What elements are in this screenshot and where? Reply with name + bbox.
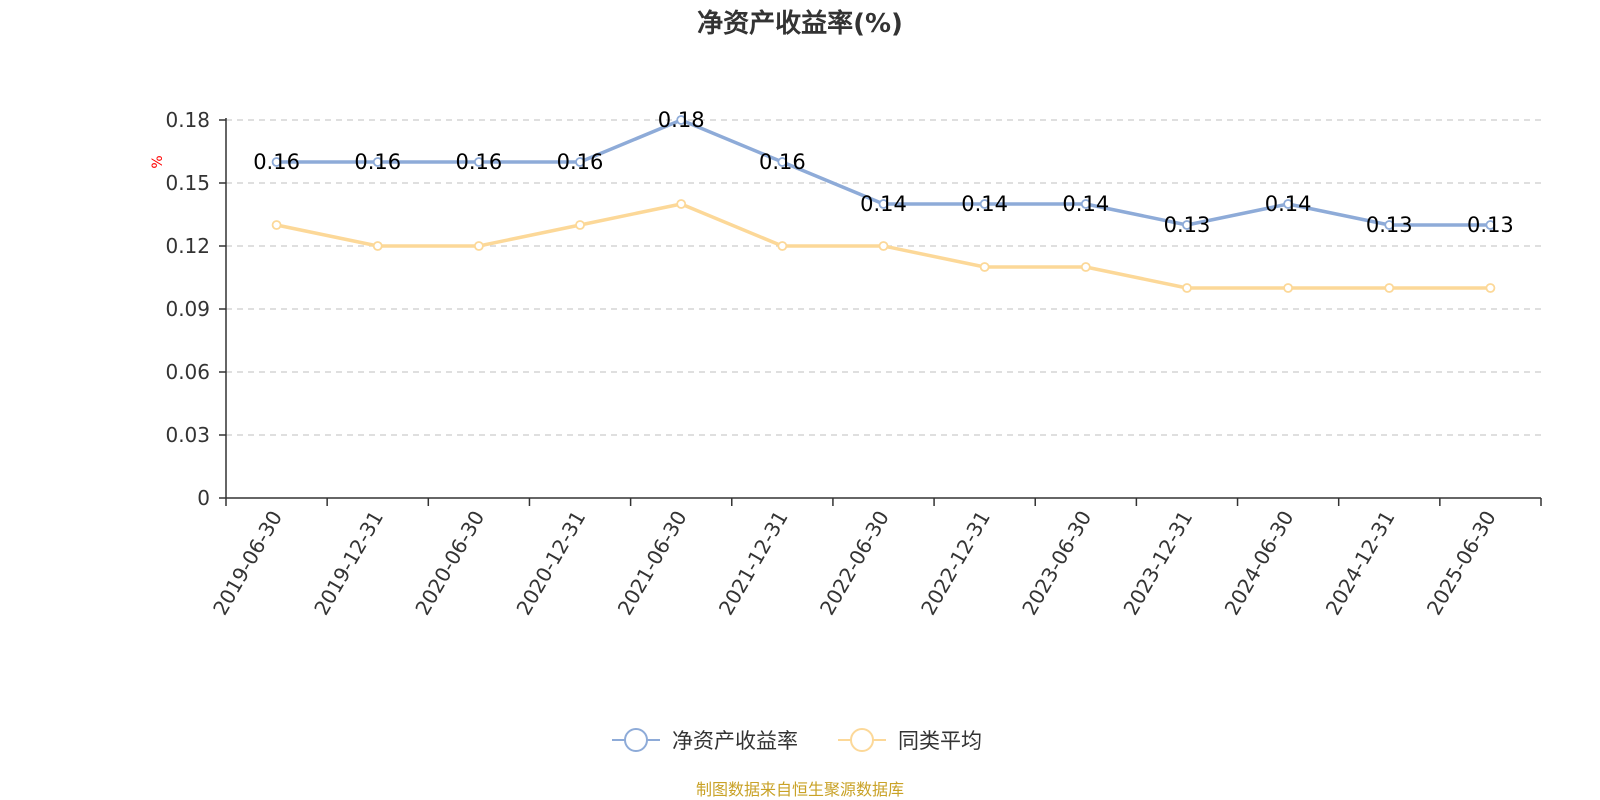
x-tick-label: 2024-06-30	[1220, 507, 1299, 620]
legend-item-peer-average[interactable]: 同类平均	[838, 728, 982, 753]
legend-label-peer-average: 同类平均	[898, 729, 982, 753]
data-point	[1384, 220, 1395, 230]
y-axis-unit-label: %	[150, 155, 166, 168]
data-point	[372, 241, 383, 251]
data-point	[1384, 283, 1395, 293]
x-tick-label: 2023-06-30	[1017, 507, 1096, 620]
source-note: 制图数据来自恒生聚源数据库	[696, 780, 904, 799]
legend-marker-roe	[624, 728, 648, 752]
data-point	[1182, 283, 1192, 293]
data-label: 0.18	[658, 108, 705, 132]
y-tick-label: 0.12	[165, 234, 210, 258]
data-point	[979, 262, 990, 272]
x-tick-label: 2022-12-31	[916, 506, 995, 619]
data-point	[777, 241, 788, 251]
data-label: 0.16	[456, 150, 503, 174]
data-point	[1485, 220, 1496, 230]
data-label: 0.14	[860, 192, 907, 216]
data-point	[473, 157, 484, 167]
data-labels: 0.16 0.16 0.16 0.16 0.18 0.16 0.14 0.14 0.14 0.13…	[253, 108, 1514, 237]
data-point	[271, 157, 282, 167]
data-point	[1283, 283, 1294, 293]
legend-marker-peer-average	[850, 728, 874, 752]
x-tick-label: 2020-12-31	[511, 507, 590, 620]
data-point	[878, 241, 889, 251]
data-point	[1080, 262, 1091, 272]
x-tick-label: 2021-06-30	[613, 507, 692, 620]
gridlines	[226, 119, 1541, 436]
data-point	[1485, 283, 1496, 293]
x-tick-label: 2020-06-30	[410, 507, 489, 620]
data-label: 0.16	[354, 150, 401, 174]
x-tick-label: 2019-12-31	[309, 507, 388, 620]
x-tick-label: 2024-12-31	[1321, 507, 1400, 620]
data-label: 0.14	[961, 192, 1008, 216]
data-point	[575, 157, 585, 167]
y-tick-label: 0.18	[165, 108, 210, 132]
data-point	[676, 115, 687, 125]
y-tick-label: 0	[197, 486, 210, 510]
data-point	[979, 199, 990, 209]
data-point	[1182, 220, 1192, 230]
data-label: 0.16	[253, 150, 300, 174]
legend: 净资产收益率 同类平均	[612, 728, 982, 753]
data-label: 0.16	[759, 150, 806, 174]
data-label: 0.14	[1062, 192, 1109, 216]
y-tick-label: 0.03	[165, 423, 210, 447]
data-label: 0.14	[1265, 192, 1312, 216]
series-peer-average	[271, 199, 1496, 293]
data-point	[777, 157, 788, 167]
legend-item-roe[interactable]: 净资产收益率	[612, 728, 798, 753]
data-point	[878, 199, 889, 209]
data-point	[1080, 199, 1091, 209]
x-tick-label: 2023-12-31	[1118, 507, 1197, 620]
y-tick-label: 0.09	[165, 297, 210, 321]
series-layer	[271, 115, 1496, 293]
x-tick-label: 2019-06-30	[208, 507, 287, 620]
x-axis: 2019-06-30 2019-12-31 2020-06-30 2020-12-31…	[208, 497, 1542, 620]
data-point	[1283, 199, 1294, 209]
y-axis: 0 0.03 0.06 0.09 0.12 0.15 0.18	[165, 108, 227, 510]
x-tick-label: 2021-12-31	[714, 507, 793, 620]
series-roe	[271, 115, 1496, 230]
chart-title: 净资产收益率(%)	[697, 8, 903, 39]
data-label: 0.13	[1467, 213, 1514, 237]
x-tick-label: 2025-06-30	[1422, 507, 1501, 620]
data-point	[372, 157, 383, 167]
data-point	[575, 220, 585, 230]
legend-label-roe: 净资产收益率	[672, 729, 798, 753]
data-label: 0.16	[557, 150, 604, 174]
y-tick-label: 0.06	[165, 360, 210, 384]
data-point	[473, 241, 484, 251]
data-label: 0.13	[1366, 213, 1413, 237]
x-tick-label: 2022-06-30	[815, 507, 894, 620]
y-tick-label: 0.15	[165, 171, 210, 195]
data-point	[676, 199, 687, 209]
data-point	[271, 220, 282, 230]
data-label: 0.13	[1164, 213, 1211, 237]
